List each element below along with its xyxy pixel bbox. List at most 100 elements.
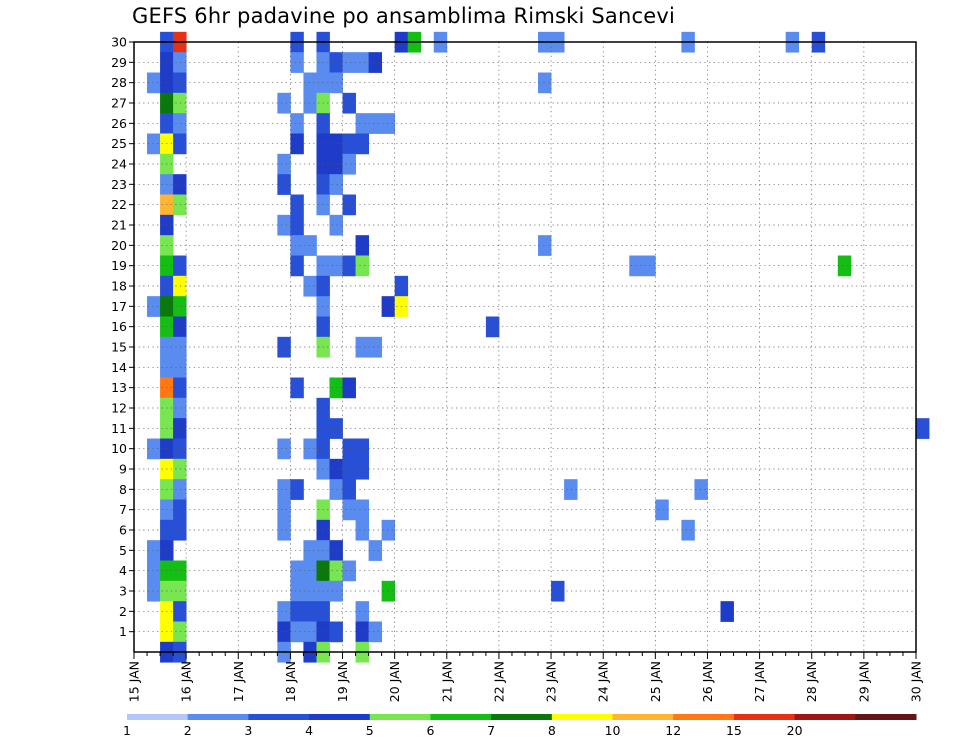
heatmap-cell bbox=[277, 621, 291, 643]
y-tick-label: 3 bbox=[119, 584, 127, 599]
heatmap-cell bbox=[173, 458, 187, 480]
y-tick-label: 9 bbox=[119, 462, 127, 477]
heatmap-cell bbox=[355, 255, 369, 277]
y-tick-label: 20 bbox=[111, 238, 127, 253]
heatmap-cell bbox=[173, 275, 187, 297]
heatmap-cell bbox=[329, 214, 343, 236]
heatmap-cell bbox=[277, 92, 291, 114]
heatmap-cell bbox=[355, 113, 369, 134]
y-tick-label: 19 bbox=[111, 258, 127, 273]
heatmap-cell bbox=[329, 174, 343, 195]
heatmap-cell bbox=[329, 153, 343, 175]
colorbar-swatch bbox=[733, 714, 796, 720]
heatmap-cell bbox=[329, 479, 343, 500]
heatmap-cell bbox=[381, 580, 396, 602]
colorbar-swatch bbox=[309, 714, 371, 720]
heatmap-cell bbox=[355, 133, 369, 155]
colorbar-swatch bbox=[794, 714, 856, 720]
y-tick-label: 29 bbox=[111, 55, 127, 70]
heatmap-cell bbox=[303, 438, 317, 460]
colorbar-label: 2 bbox=[184, 723, 192, 738]
heatmap-cell bbox=[538, 235, 552, 256]
heatmap-cell bbox=[342, 255, 356, 277]
heatmap-cell bbox=[290, 560, 304, 582]
heatmap-cell bbox=[368, 621, 383, 643]
y-tick-label: 28 bbox=[111, 75, 127, 90]
y-tick-label: 6 bbox=[119, 523, 127, 538]
heatmap-cell bbox=[342, 92, 356, 114]
heatmap-cell bbox=[173, 316, 187, 338]
x-tick-label: 20 JAN bbox=[387, 661, 402, 702]
colorbar-label: 8 bbox=[548, 723, 556, 738]
heatmap-cell bbox=[173, 174, 187, 195]
heatmap-cell bbox=[277, 601, 291, 622]
colorbar-swatch bbox=[369, 714, 431, 720]
heatmap-cell bbox=[147, 540, 161, 561]
x-tick-label: 16 JAN bbox=[179, 661, 194, 702]
heatmap-cell bbox=[329, 418, 343, 439]
colorbar: 1 2 3 4 5 6 7 8 10 12 15 20 bbox=[123, 714, 917, 738]
heatmap-cell bbox=[173, 519, 187, 541]
heatmap-cell bbox=[368, 540, 383, 561]
y-tick-label: 17 bbox=[111, 299, 127, 314]
colorbar-swatch bbox=[855, 714, 917, 720]
colorbar-label: 10 bbox=[605, 723, 621, 738]
colorbar-label: 1 bbox=[123, 723, 131, 738]
heatmap-cell bbox=[837, 255, 852, 277]
heatmap-cell bbox=[381, 296, 396, 317]
heatmap-cell bbox=[342, 133, 356, 155]
heatmap-cell bbox=[655, 499, 669, 521]
heatmap-cell bbox=[342, 479, 356, 500]
heatmap-cell bbox=[329, 621, 343, 643]
heatmap-cell bbox=[290, 194, 304, 216]
heatmap-cell bbox=[290, 113, 304, 134]
heatmap-cell bbox=[355, 336, 369, 358]
heatmap-cell bbox=[329, 580, 343, 602]
heatmap-cell bbox=[173, 194, 187, 216]
heatmap-cell bbox=[290, 133, 304, 155]
colorbar-swatch bbox=[673, 714, 735, 720]
heatmap-cell bbox=[355, 621, 369, 643]
heatmap-cell bbox=[694, 479, 708, 500]
heatmap-cell bbox=[173, 580, 187, 602]
x-tick-label: 25 JAN bbox=[648, 661, 663, 702]
x-axis: 15 JAN 16 JAN 17 JAN 18 JAN 19 JAN 20 JAN 21 J… bbox=[127, 652, 924, 702]
y-tick-label: 15 bbox=[111, 340, 127, 355]
x-tick-label: 19 JAN bbox=[335, 661, 350, 702]
y-tick-label: 23 bbox=[111, 177, 127, 192]
x-tick-label: 21 JAN bbox=[439, 661, 454, 702]
heatmap-cell bbox=[368, 52, 383, 73]
heatmap-cell bbox=[173, 499, 187, 521]
heatmap-cell bbox=[173, 72, 187, 94]
heatmap-cell bbox=[355, 235, 369, 256]
y-tick-label: 21 bbox=[111, 218, 127, 233]
heatmap-cell bbox=[173, 377, 187, 399]
heatmap-cell bbox=[916, 418, 930, 439]
y-tick-label: 2 bbox=[119, 604, 127, 619]
heatmap-cell bbox=[329, 133, 343, 155]
heatmap-cell bbox=[147, 580, 161, 602]
heatmap-cell bbox=[329, 72, 343, 94]
heatmap-cell bbox=[277, 438, 291, 460]
y-tick-label: 1 bbox=[119, 624, 127, 639]
heatmap-cell bbox=[173, 397, 187, 419]
colorbar-swatch bbox=[430, 714, 492, 720]
heatmap-cell bbox=[277, 499, 291, 521]
colorbar-label: 20 bbox=[787, 723, 803, 738]
heatmap-cell bbox=[303, 540, 317, 561]
x-tick-label: 24 JAN bbox=[596, 661, 611, 702]
heatmap-cell bbox=[173, 255, 187, 277]
y-tick-label: 27 bbox=[111, 96, 127, 111]
heatmap-cell bbox=[355, 601, 369, 622]
y-tick-label: 30 bbox=[111, 35, 127, 50]
heatmap-cell bbox=[342, 560, 356, 582]
heatmap-cell bbox=[329, 377, 343, 399]
heatmap-cell bbox=[173, 621, 187, 643]
heatmap-cell bbox=[147, 296, 161, 317]
heatmap-cell bbox=[642, 255, 656, 277]
heatmap-cell bbox=[355, 458, 369, 480]
heatmap-cell bbox=[303, 580, 317, 602]
x-tick-label: 18 JAN bbox=[283, 661, 298, 702]
colorbar-swatch bbox=[491, 714, 553, 720]
